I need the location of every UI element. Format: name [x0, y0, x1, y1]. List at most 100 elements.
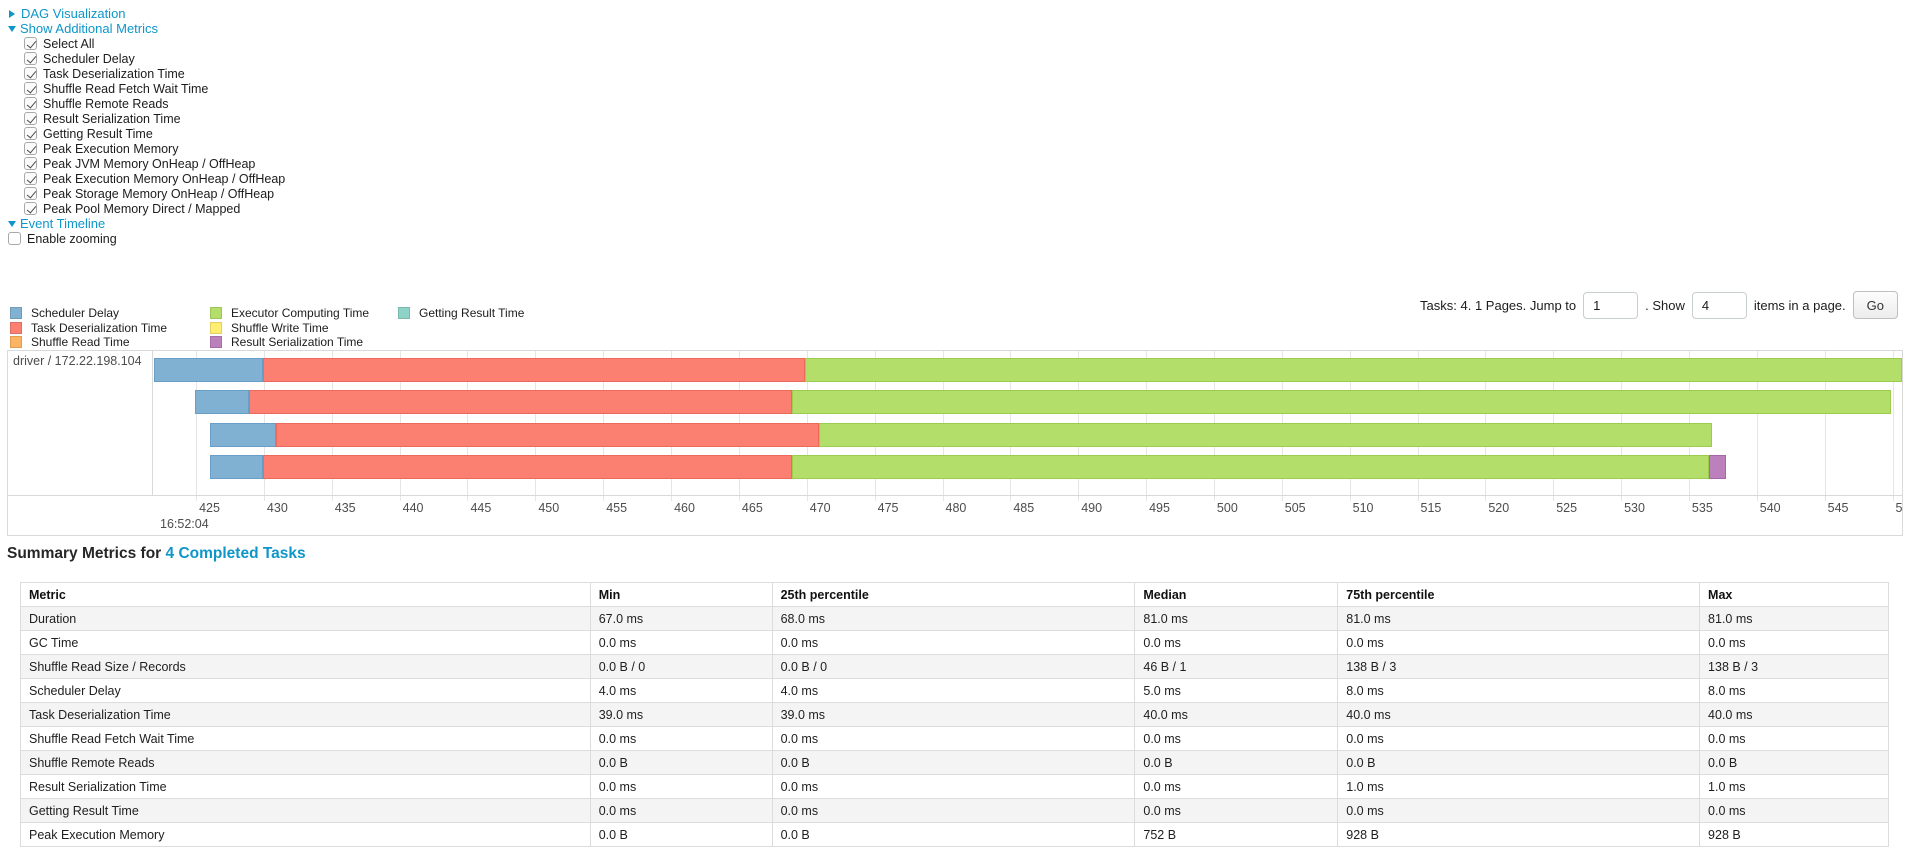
metric-name-cell: Duration	[20, 606, 591, 631]
task-segment-executor-computing[interactable]	[819, 423, 1712, 447]
metric-name-cell: Peak Execution Memory	[20, 822, 591, 847]
task-segment-executor-computing[interactable]	[791, 390, 1892, 414]
metric-value-cell: 0.0 ms	[771, 774, 1136, 799]
metric-checkbox-row: Shuffle Read Fetch Wait Time	[24, 81, 285, 96]
axis-tick-label: 460	[674, 501, 695, 515]
completed-tasks-link[interactable]: 4 Completed Tasks	[165, 545, 306, 562]
event-timeline-toggle[interactable]: Event Timeline	[8, 216, 285, 231]
column-header: Min	[589, 582, 773, 607]
metric-name-cell: Shuffle Read Size / Records	[20, 654, 591, 679]
metric-checkbox[interactable]	[24, 52, 37, 65]
metrics-checkbox-list: Select All Scheduler Delay Task Deserializ…	[24, 36, 285, 216]
metric-checkbox-label: Result Serialization Time	[43, 111, 181, 126]
metric-value-cell: 46 B / 1	[1134, 654, 1339, 679]
metric-value-cell: 81.0 ms	[1699, 606, 1889, 631]
column-header: Median	[1134, 582, 1339, 607]
go-button[interactable]: Go	[1852, 291, 1898, 319]
metric-name-cell: Scheduler Delay	[20, 678, 591, 703]
metric-checkbox[interactable]	[24, 202, 37, 215]
metric-checkbox-label: Peak Execution Memory	[43, 141, 179, 156]
axis-tick-label: 470	[809, 501, 831, 515]
task-segment-task-deserialization[interactable]	[262, 455, 792, 479]
axis-tick-label: 425	[199, 501, 220, 515]
legend-label: Task Deserialization Time	[31, 320, 168, 335]
task-segment-scheduler-delay[interactable]	[209, 455, 263, 479]
task-segment-task-deserialization[interactable]	[249, 390, 792, 414]
metric-value-cell: 0.0 ms	[1699, 798, 1889, 823]
axis-gridline	[196, 351, 198, 501]
metric-checkbox-row: Task Deserialization Time	[24, 66, 285, 81]
metric-value-cell: 39.0 ms	[771, 702, 1136, 727]
metric-value-cell: 5.0 ms	[1134, 678, 1339, 703]
axis-gridline	[1756, 351, 1758, 501]
metric-checkbox[interactable]	[24, 82, 37, 95]
table-row: Task Deserialization Time 39.0 ms 39.0 ms 4…	[20, 702, 1889, 727]
metric-checkbox[interactable]	[24, 157, 37, 170]
task-segment-scheduler-delay[interactable]	[209, 423, 277, 447]
enable-zooming-label: Enable zooming	[27, 231, 117, 246]
axis-gridline	[1892, 351, 1894, 501]
dag-visualization-toggle[interactable]: DAG Visualization	[8, 6, 285, 21]
table-row: Duration 67.0 ms 68.0 ms 81.0 ms 81.0 ms 81.0…	[20, 606, 1889, 631]
metric-value-cell: 40.0 ms	[1337, 702, 1701, 727]
metric-value-cell: 0.0 ms	[589, 774, 773, 799]
task-row	[154, 423, 1902, 447]
metric-checkbox-label: Peak JVM Memory OnHeap / OffHeap	[43, 156, 256, 171]
metric-value-cell: 81.0 ms	[1337, 606, 1701, 631]
metric-checkbox[interactable]	[24, 112, 37, 125]
metric-checkbox-label: Select All	[43, 36, 95, 51]
axis-tick-label: 550	[1895, 501, 1903, 515]
legend-item: Shuffle Write Time	[210, 321, 398, 336]
task-segment-result-serialization[interactable]	[1709, 455, 1726, 479]
items-in-page-text: items in a page.	[1753, 297, 1846, 313]
task-row	[154, 455, 1902, 479]
metric-checkbox[interactable]	[24, 37, 37, 50]
metric-value-cell: 81.0 ms	[1134, 606, 1339, 631]
axis-tick-label: 430	[266, 501, 288, 515]
metric-value-cell: 0.0 ms	[589, 630, 773, 655]
task-segment-task-deserialization[interactable]	[276, 423, 819, 447]
legend-item: Getting Result Time	[398, 306, 524, 321]
metric-checkbox[interactable]	[24, 187, 37, 200]
task-segment-scheduler-delay[interactable]	[194, 390, 249, 414]
metric-value-cell: 0.0 ms	[1134, 630, 1339, 655]
jump-to-page-input[interactable]	[1583, 291, 1639, 319]
task-segment-task-deserialization[interactable]	[262, 358, 806, 382]
legend-swatch-icon	[10, 321, 22, 334]
metric-value-cell: 0.0 ms	[1337, 798, 1701, 823]
show-additional-metrics-toggle[interactable]: Show Additional Metrics	[8, 21, 285, 36]
task-segment-executor-computing[interactable]	[791, 455, 1710, 479]
metric-checkbox-row: Peak Storage Memory OnHeap / OffHeap	[24, 186, 285, 201]
column-header: Metric	[20, 582, 591, 607]
task-segment-executor-computing[interactable]	[805, 358, 1902, 382]
metric-checkbox[interactable]	[24, 97, 37, 110]
metric-checkbox-row: Getting Result Time	[24, 126, 285, 141]
task-row	[154, 390, 1902, 414]
metric-name-cell: GC Time	[20, 630, 591, 655]
metric-checkbox-label: Shuffle Remote Reads	[43, 96, 169, 111]
metric-value-cell: 40.0 ms	[1134, 702, 1339, 727]
legend-swatch-icon	[210, 336, 222, 349]
metric-checkbox[interactable]	[24, 127, 37, 140]
metric-value-cell: 0.0 B	[771, 750, 1136, 775]
metric-value-cell: 752 B	[1134, 822, 1339, 847]
metric-value-cell: 0.0 ms	[771, 630, 1136, 655]
metric-value-cell: 0.0 ms	[1337, 630, 1701, 655]
axis-tick-label: 490	[1081, 501, 1103, 515]
metric-checkbox-row: Shuffle Remote Reads	[24, 96, 285, 111]
summary-header-row: Metric Min 25th percentile Median 75th perce…	[20, 582, 1889, 607]
legend-label: Result Serialization Time	[231, 335, 364, 350]
items-per-page-input[interactable]	[1691, 291, 1747, 319]
chevron-right-icon	[9, 9, 15, 18]
metric-checkbox[interactable]	[24, 67, 37, 80]
enable-zooming-checkbox[interactable]	[8, 232, 21, 245]
metric-checkbox[interactable]	[24, 142, 37, 155]
metric-value-cell: 39.0 ms	[589, 702, 773, 727]
legend-label: Shuffle Read Time	[31, 335, 130, 350]
task-segment-scheduler-delay[interactable]	[154, 358, 263, 382]
legend-item: Result Serialization Time	[210, 335, 398, 350]
timeline-plot-area: 425 430 435 440 445 450 455 460 465 470 475 480 485 4…	[154, 351, 1902, 535]
table-row: Result Serialization Time 0.0 ms 0.0 ms 0.0…	[20, 774, 1889, 799]
metric-checkbox[interactable]	[24, 172, 37, 185]
axis-tick-label: 495	[1149, 501, 1170, 515]
